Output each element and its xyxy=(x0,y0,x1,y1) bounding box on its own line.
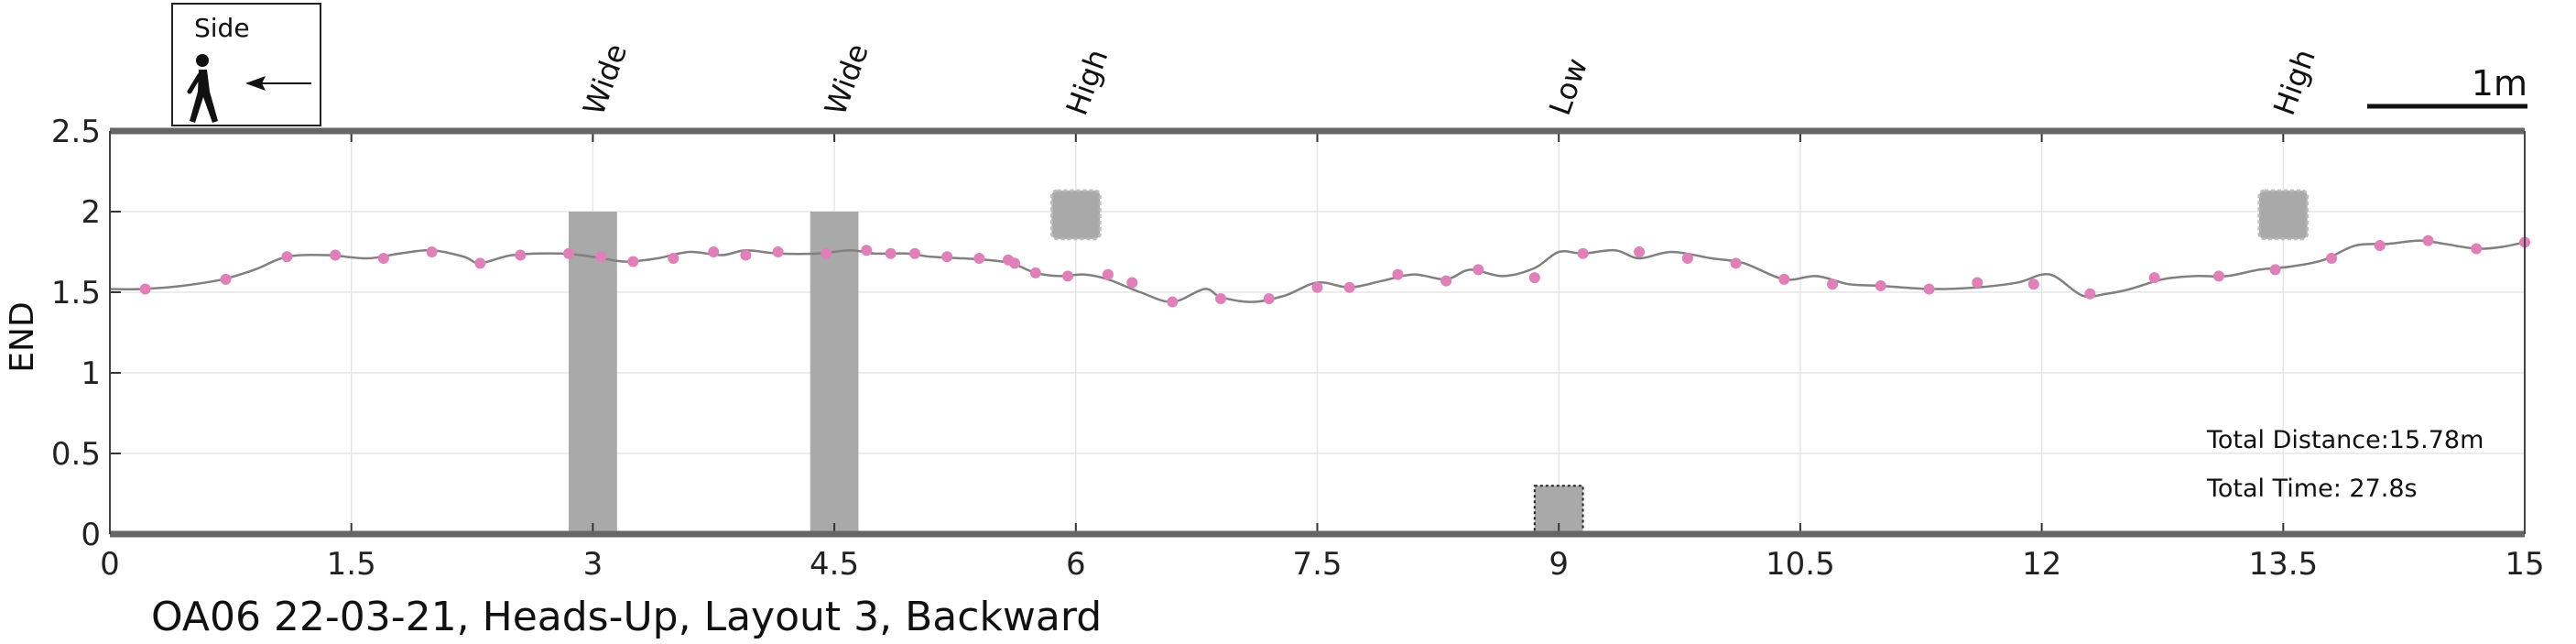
x-tick-label: 0 xyxy=(100,546,120,583)
step-marker xyxy=(1029,267,1041,278)
step-marker xyxy=(1167,296,1179,308)
obstacle-wide xyxy=(569,212,617,534)
step-marker xyxy=(1827,278,1839,290)
y-tick-label: 0 xyxy=(81,517,101,553)
step-marker xyxy=(740,249,752,261)
obstacles xyxy=(569,189,2310,536)
scale-bar: 1m xyxy=(2367,63,2527,109)
step-marker xyxy=(139,283,151,295)
y-tick-label: 2 xyxy=(81,194,101,231)
step-marker xyxy=(708,246,720,257)
step-marker xyxy=(1923,283,1935,295)
step-marker xyxy=(1473,264,1484,276)
step-marker xyxy=(426,246,438,257)
step-marker xyxy=(515,249,527,261)
obstacle-label-high: High xyxy=(2266,45,2322,120)
y-tick-label: 1 xyxy=(81,355,101,392)
legend: Side xyxy=(171,3,321,126)
step-marker xyxy=(1634,246,1646,257)
step-marker xyxy=(595,251,607,263)
legend-label: Side xyxy=(194,13,250,43)
x-tick-label: 1.5 xyxy=(327,546,376,583)
step-marker xyxy=(330,249,342,261)
step-marker xyxy=(1311,281,1323,293)
walking-person-icon xyxy=(187,54,218,123)
step-marker xyxy=(2148,272,2160,284)
x-tick-label: 4.5 xyxy=(810,546,859,583)
axes: 0 1.5 3 4.5 6 7.5 9 10.5 12 13.5 15 0 0.5 1 1.5 2 2.5 xyxy=(51,114,2545,583)
step-marker xyxy=(1875,279,1886,291)
step-marker xyxy=(2027,278,2039,290)
step-marker xyxy=(821,247,832,259)
obstacle-label-low: Low xyxy=(1542,54,1594,120)
step-marker xyxy=(2471,243,2483,255)
step-marker xyxy=(1062,270,1074,282)
step-marker xyxy=(1392,268,1404,280)
grid-lines xyxy=(109,130,2526,535)
obstacle-label-high: High xyxy=(1060,45,1115,120)
step-marker xyxy=(1577,247,1589,259)
step-marker xyxy=(668,253,679,265)
step-marker xyxy=(2326,253,2338,265)
step-marker xyxy=(1126,277,1138,289)
step-marker xyxy=(973,253,985,265)
step-marker xyxy=(377,253,389,265)
step-marker xyxy=(1102,268,1114,280)
x-tick-label: 3 xyxy=(583,546,603,583)
step-marker xyxy=(1972,277,1984,289)
x-tick-label: 7.5 xyxy=(1292,546,1342,583)
total-distance-text: Total Distance:15.78m xyxy=(2206,426,2484,454)
obstacle-high xyxy=(2257,189,2310,241)
step-marker xyxy=(1528,272,1540,284)
x-tick-label: 9 xyxy=(1549,546,1569,583)
x-tick-label: 13.5 xyxy=(2248,546,2318,583)
scale-bar-label: 1m xyxy=(2472,63,2527,104)
x-tick-label: 12 xyxy=(2022,546,2061,583)
step-marker xyxy=(2269,264,2281,276)
step-marker xyxy=(909,247,920,259)
step-marker xyxy=(1008,257,1020,269)
step-marker xyxy=(474,257,486,269)
step-marker xyxy=(2374,239,2386,251)
chart-title: OA06 22-03-21, Heads-Up, Layout 3, Backw… xyxy=(151,594,1102,640)
step-marker xyxy=(1730,257,1742,269)
y-tick-label: 0.5 xyxy=(51,436,101,473)
step-marker xyxy=(1215,293,1227,305)
step-marker xyxy=(885,247,897,259)
step-marker xyxy=(861,245,873,257)
y-tick-label: 2.5 xyxy=(51,114,101,150)
marker-layer xyxy=(139,235,2530,308)
x-tick-label: 6 xyxy=(1066,546,1086,583)
step-marker xyxy=(563,247,575,259)
step-marker xyxy=(1343,281,1355,293)
step-marker xyxy=(281,251,293,263)
obstacle-high xyxy=(1049,189,1102,241)
step-marker xyxy=(772,246,784,257)
step-marker xyxy=(220,273,232,285)
step-marker xyxy=(1263,293,1275,305)
y-axis-label: END xyxy=(4,301,41,372)
step-marker xyxy=(2212,270,2224,282)
step-marker xyxy=(2084,288,2096,300)
step-marker xyxy=(1440,275,1452,287)
x-tick-label: 15 xyxy=(2505,546,2544,583)
arrow-left-icon xyxy=(245,76,311,91)
obstacle-label-wide: Wide xyxy=(576,39,634,120)
step-marker xyxy=(941,251,953,263)
step-marker xyxy=(1681,253,1693,265)
x-tick-label: 10.5 xyxy=(1766,546,1835,583)
trace-layer xyxy=(109,239,2526,303)
y-tick-label: 1.5 xyxy=(51,275,101,311)
obstacle-label-wide: Wide xyxy=(818,39,875,120)
trajectory-line xyxy=(109,239,2526,303)
step-marker xyxy=(1778,273,1790,285)
total-time-text: Total Time: 27.8s xyxy=(2206,475,2418,503)
step-marker xyxy=(627,256,639,267)
obstacle-labels: Wide Wide High Low High xyxy=(576,39,2322,120)
step-marker xyxy=(2422,235,2434,246)
obstacle-wide xyxy=(810,212,859,534)
